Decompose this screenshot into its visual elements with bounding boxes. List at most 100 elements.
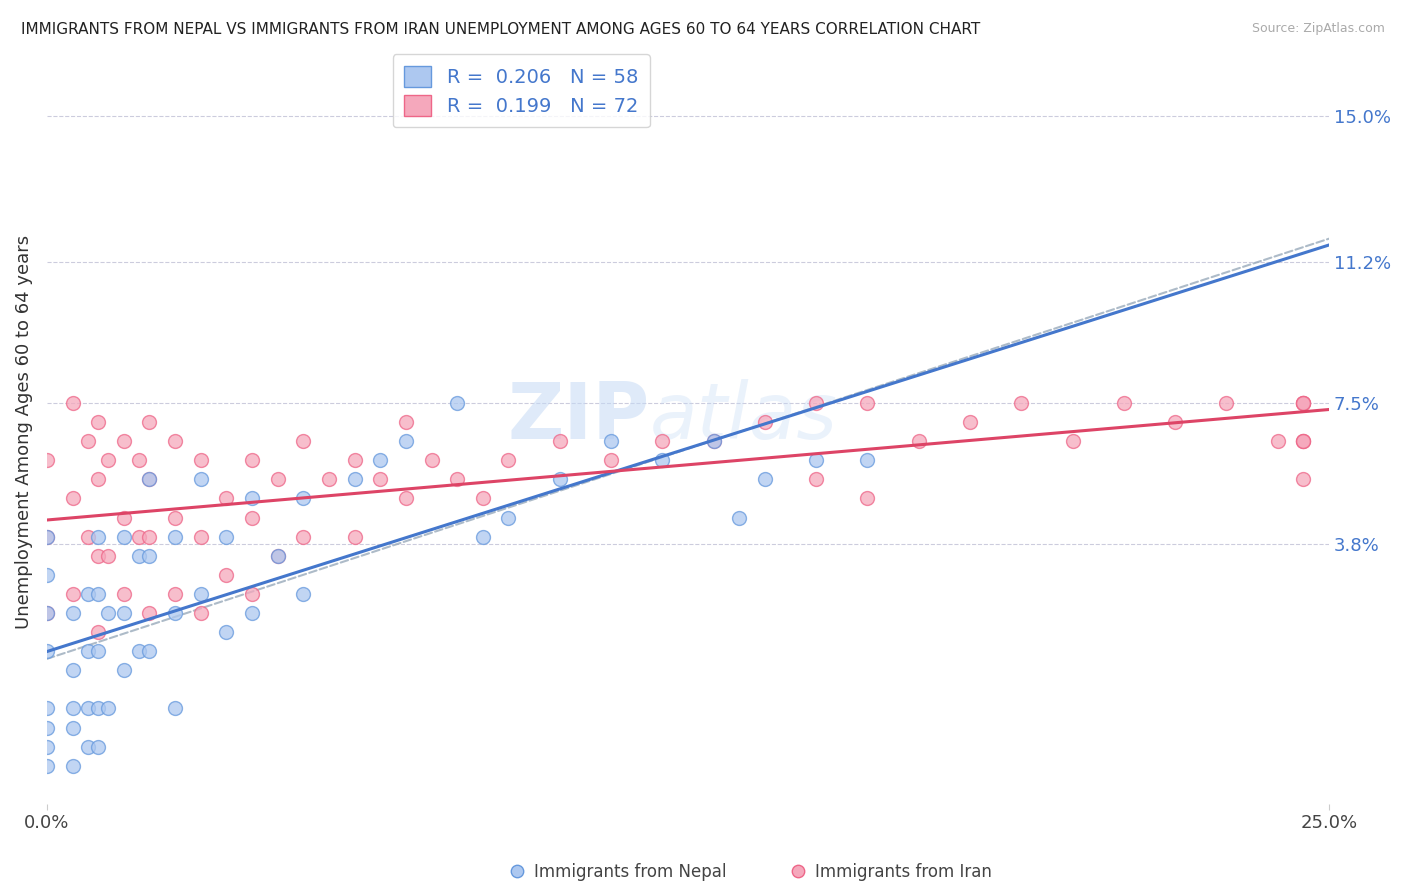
Point bbox=[138, 472, 160, 486]
Point bbox=[62, 721, 84, 735]
Point bbox=[97, 606, 120, 620]
Point bbox=[35, 606, 58, 620]
Point bbox=[215, 567, 238, 582]
Point bbox=[754, 472, 776, 486]
Point bbox=[97, 549, 120, 563]
Point bbox=[62, 701, 84, 715]
Point bbox=[498, 510, 520, 524]
Point bbox=[240, 491, 263, 506]
Point bbox=[190, 530, 212, 544]
Point bbox=[77, 530, 100, 544]
Point bbox=[1292, 434, 1315, 449]
Point bbox=[1292, 396, 1315, 410]
Point bbox=[266, 549, 288, 563]
Point bbox=[266, 472, 288, 486]
Point bbox=[190, 453, 212, 467]
Point bbox=[471, 530, 494, 544]
Point bbox=[215, 625, 238, 640]
Point bbox=[112, 434, 135, 449]
Point bbox=[703, 434, 725, 449]
Point bbox=[395, 491, 418, 506]
Point bbox=[240, 453, 263, 467]
Point bbox=[87, 530, 110, 544]
Point bbox=[128, 644, 150, 658]
Point bbox=[128, 453, 150, 467]
Point bbox=[112, 606, 135, 620]
Point bbox=[62, 587, 84, 601]
Point bbox=[62, 396, 84, 410]
Point bbox=[1292, 472, 1315, 486]
Point bbox=[907, 434, 929, 449]
Point bbox=[240, 510, 263, 524]
Point bbox=[165, 530, 187, 544]
Point bbox=[35, 530, 58, 544]
Point bbox=[804, 453, 827, 467]
Point bbox=[77, 739, 100, 754]
Point bbox=[62, 606, 84, 620]
Point bbox=[600, 434, 623, 449]
Point bbox=[1215, 396, 1237, 410]
Point bbox=[190, 587, 212, 601]
Point bbox=[240, 606, 263, 620]
Point bbox=[35, 721, 58, 735]
Point bbox=[787, 863, 810, 878]
Point bbox=[138, 472, 160, 486]
Point bbox=[128, 530, 150, 544]
Point bbox=[1112, 396, 1135, 410]
Text: Immigrants from Iran: Immigrants from Iran bbox=[815, 863, 993, 881]
Point bbox=[856, 453, 879, 467]
Point bbox=[165, 510, 187, 524]
Point bbox=[240, 587, 263, 601]
Point bbox=[35, 453, 58, 467]
Point bbox=[1292, 396, 1315, 410]
Point bbox=[651, 453, 673, 467]
Point bbox=[548, 434, 571, 449]
Y-axis label: Unemployment Among Ages 60 to 64 years: Unemployment Among Ages 60 to 64 years bbox=[15, 235, 32, 629]
Point bbox=[138, 606, 160, 620]
Point bbox=[215, 530, 238, 544]
Point bbox=[343, 530, 366, 544]
Point bbox=[87, 739, 110, 754]
Point bbox=[1292, 434, 1315, 449]
Point bbox=[368, 453, 391, 467]
Point bbox=[1010, 396, 1032, 410]
Point bbox=[754, 415, 776, 429]
Point bbox=[138, 530, 160, 544]
Point bbox=[165, 606, 187, 620]
Point bbox=[112, 510, 135, 524]
Point bbox=[498, 453, 520, 467]
Point bbox=[190, 606, 212, 620]
Point bbox=[138, 549, 160, 563]
Point bbox=[87, 549, 110, 563]
Point bbox=[600, 453, 623, 467]
Point bbox=[395, 415, 418, 429]
Point bbox=[343, 453, 366, 467]
Point bbox=[190, 472, 212, 486]
Point bbox=[292, 587, 315, 601]
Point bbox=[728, 510, 751, 524]
Point bbox=[165, 434, 187, 449]
Point bbox=[395, 434, 418, 449]
Point bbox=[1164, 415, 1187, 429]
Point bbox=[1292, 396, 1315, 410]
Text: ZIP: ZIP bbox=[508, 379, 650, 455]
Point bbox=[77, 701, 100, 715]
Point bbox=[87, 587, 110, 601]
Text: IMMIGRANTS FROM NEPAL VS IMMIGRANTS FROM IRAN UNEMPLOYMENT AMONG AGES 60 TO 64 Y: IMMIGRANTS FROM NEPAL VS IMMIGRANTS FROM… bbox=[21, 22, 980, 37]
Point bbox=[112, 663, 135, 677]
Point bbox=[1292, 434, 1315, 449]
Point bbox=[165, 587, 187, 601]
Point bbox=[87, 625, 110, 640]
Point bbox=[77, 434, 100, 449]
Point bbox=[1062, 434, 1084, 449]
Point bbox=[343, 472, 366, 486]
Point bbox=[215, 491, 238, 506]
Text: Source: ZipAtlas.com: Source: ZipAtlas.com bbox=[1251, 22, 1385, 36]
Point bbox=[856, 491, 879, 506]
Point bbox=[856, 396, 879, 410]
Point bbox=[165, 701, 187, 715]
Point bbox=[97, 701, 120, 715]
Point bbox=[87, 701, 110, 715]
Point bbox=[446, 472, 468, 486]
Legend: R =  0.206   N = 58, R =  0.199   N = 72: R = 0.206 N = 58, R = 0.199 N = 72 bbox=[392, 54, 650, 128]
